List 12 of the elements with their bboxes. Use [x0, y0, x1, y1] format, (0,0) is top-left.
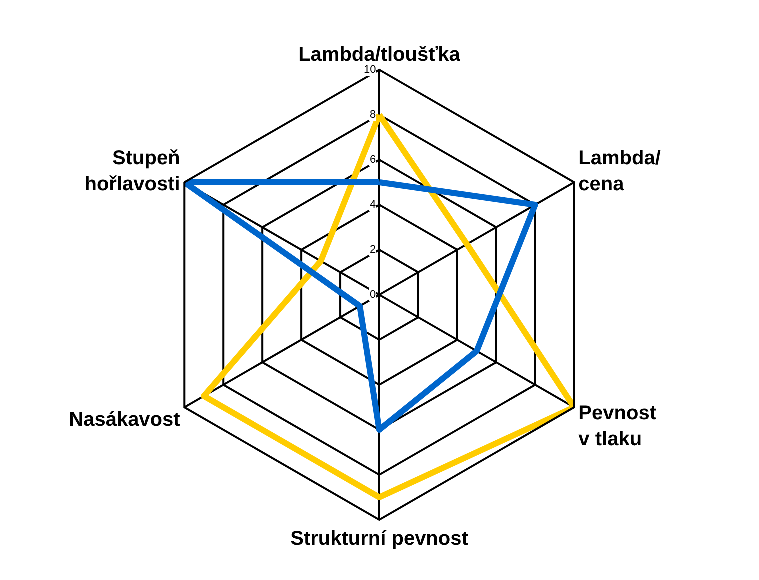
y-tick-label: 0	[370, 289, 376, 301]
spoke-label: Stupeň hořlavosti	[84, 148, 180, 196]
y-tick-label: 8	[370, 109, 376, 121]
spoke-label: Pevnost v tlaku	[578, 402, 657, 451]
spoke-label: Lambda/tloušťka	[298, 44, 462, 66]
y-tick-label: 2	[370, 244, 376, 256]
y-tick-label: 10	[364, 64, 376, 76]
spoke-label: Lambda/ cena	[578, 148, 662, 196]
spoke-label: Nasákavost	[69, 409, 181, 432]
y-tick-label: 6	[370, 154, 376, 166]
spoke-label: Strukturní pevnost	[290, 528, 469, 550]
y-tick-label: 4	[370, 199, 376, 211]
